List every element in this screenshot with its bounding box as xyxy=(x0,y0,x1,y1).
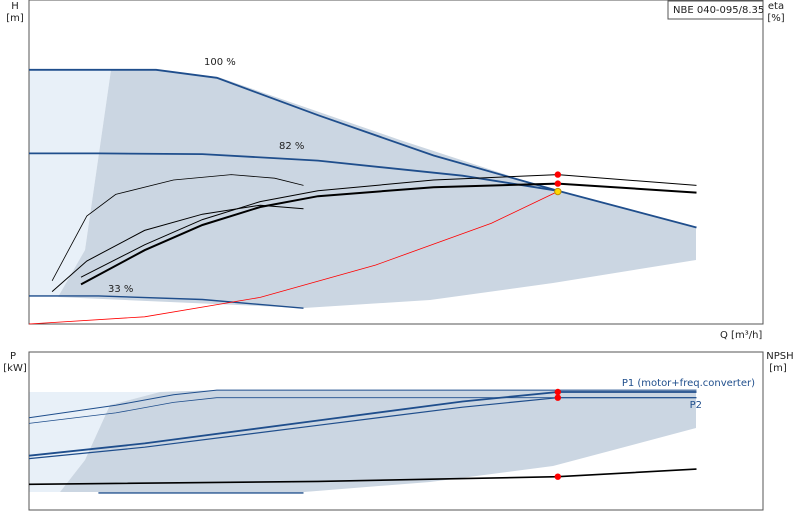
light-area xyxy=(29,392,160,492)
duty-point xyxy=(554,473,562,480)
curve-label: 82 % xyxy=(279,141,304,152)
curve xyxy=(28,389,697,419)
light-area xyxy=(29,70,111,297)
curve xyxy=(51,174,304,281)
curve-label: P1 (motor+freq.converter) xyxy=(622,378,755,389)
curve xyxy=(80,182,697,286)
curve xyxy=(51,204,304,292)
y-axis-label: P xyxy=(10,351,16,362)
y2-axis-unit: [m] xyxy=(769,363,787,374)
duty-point xyxy=(554,394,562,401)
duty-point xyxy=(554,187,562,196)
curve xyxy=(28,468,697,486)
curve xyxy=(29,295,304,309)
plot-frame xyxy=(28,351,764,511)
operating-area xyxy=(60,390,696,492)
title-box xyxy=(667,0,764,20)
duty-point xyxy=(554,180,562,187)
y-axis-unit: [m] xyxy=(6,13,24,24)
chart-title: NBE 040-095/8.35 xyxy=(673,5,764,16)
y2-axis-label: eta xyxy=(768,1,784,12)
curve xyxy=(28,191,558,325)
curve-label: 33 % xyxy=(108,284,133,295)
plot-frame xyxy=(28,0,764,325)
y2-axis-unit: [%] xyxy=(767,13,784,24)
y-axis-label: H xyxy=(11,1,19,12)
operating-area xyxy=(58,70,696,308)
curve-label: P2 xyxy=(690,400,702,411)
curve xyxy=(80,174,697,278)
duty-point xyxy=(554,388,562,396)
curve xyxy=(28,391,697,457)
curve xyxy=(28,397,697,424)
y-axis-unit: [kW] xyxy=(3,363,27,374)
y2-axis-label: NPSH xyxy=(766,351,793,362)
duty-point xyxy=(554,171,562,178)
x-axis-label: Q [m³/h] xyxy=(720,330,762,341)
curve-label: 100 % xyxy=(204,57,236,68)
